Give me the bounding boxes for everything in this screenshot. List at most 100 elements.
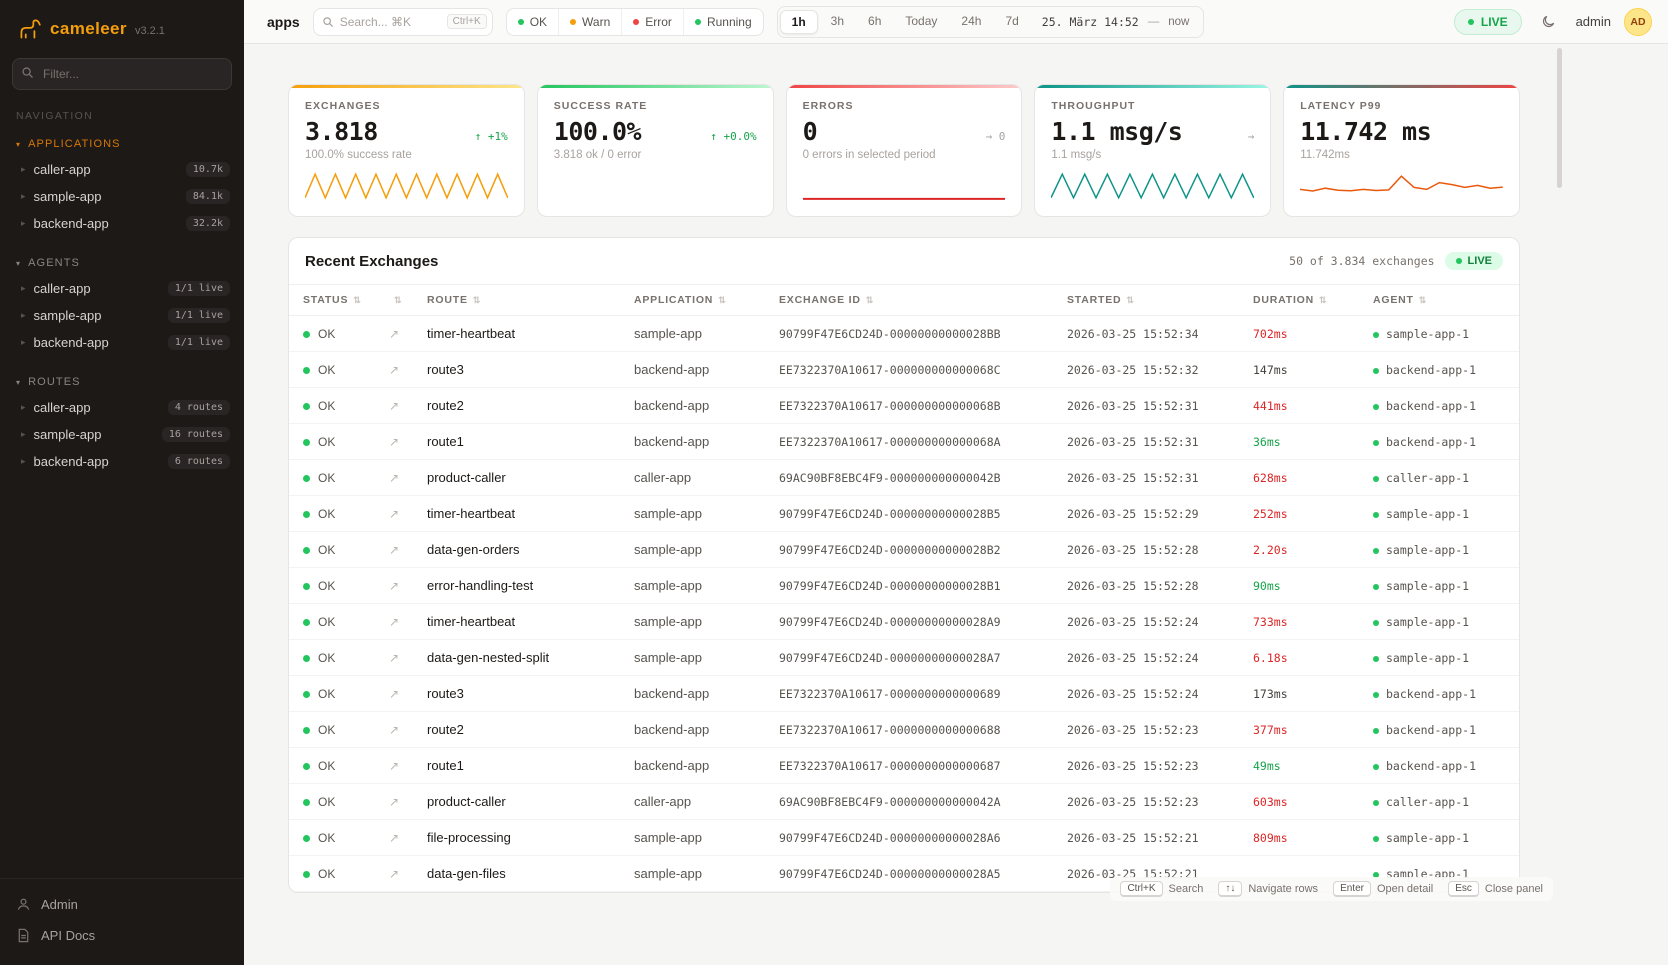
open-exchange-icon[interactable]: ↗ <box>389 795 400 809</box>
live-toggle[interactable]: LIVE <box>1453 8 1522 35</box>
card-title: ERRORS <box>802 100 854 112</box>
search-icon <box>322 16 333 27</box>
item-badge: 32.2k <box>185 216 230 231</box>
context-label[interactable]: apps <box>267 13 300 30</box>
time-range-7d[interactable]: 7d <box>1005 13 1019 28</box>
column-header-agent[interactable]: AGENT ⇅ <box>1363 284 1519 316</box>
agent-status-dot <box>1373 331 1379 338</box>
status-cell: OK <box>289 819 379 856</box>
open-exchange-icon[interactable]: ↗ <box>389 687 400 701</box>
camel-logo-icon <box>20 19 41 39</box>
card-accent-bar <box>289 85 524 88</box>
nav-section-applications: ▾ APPLICATIONS ▸ caller-app 10.7k ▸ sampl… <box>0 134 244 237</box>
exchange-row[interactable]: OK ↗ route1 backend-app EE7322370A10617-… <box>289 747 1519 784</box>
exchange-row[interactable]: OK ↗ error-handling-test sample-app 9079… <box>289 567 1519 604</box>
status-filter-running[interactable]: Running <box>684 9 763 35</box>
ok-status-dot <box>303 366 310 374</box>
status-filter-error[interactable]: Error <box>622 8 684 35</box>
exchange-row[interactable]: OK ↗ route1 backend-app EE7322370A10617-… <box>289 423 1519 460</box>
started-cell: 2026-03-25 15:52:31 <box>1057 387 1243 424</box>
ok-status-dot <box>303 654 310 662</box>
open-exchange-icon[interactable]: ↗ <box>389 651 400 665</box>
search-input[interactable] <box>339 14 441 29</box>
open-exchange-icon[interactable]: ↗ <box>389 471 400 485</box>
open-exchange-icon[interactable]: ↗ <box>389 759 400 773</box>
open-exchange-icon[interactable]: ↗ <box>389 579 400 593</box>
open-exchange-icon[interactable]: ↗ <box>389 435 400 449</box>
sidebar-item-sample-app[interactable]: ▸ sample-app 16 routes <box>0 421 244 448</box>
exchange-row[interactable]: OK ↗ route3 backend-app EE7322370A10617-… <box>289 351 1519 388</box>
sidebar-item-sample-app[interactable]: ▸ sample-app 1/1 live <box>0 302 244 329</box>
ok-status-dot <box>303 762 310 770</box>
sort-icon: ⇅ <box>718 295 727 305</box>
exchange-row[interactable]: OK ↗ route3 backend-app EE7322370A10617-… <box>289 675 1519 712</box>
sidebar-item-backend-app[interactable]: ▸ backend-app 6 routes <box>0 448 244 475</box>
duration-cell: 36ms <box>1243 423 1363 460</box>
time-range-6h[interactable]: 6h <box>868 13 882 28</box>
sidebar-item-caller-app[interactable]: ▸ caller-app 1/1 live <box>0 275 244 302</box>
key-chip: Esc <box>1448 881 1479 897</box>
filter-input[interactable] <box>12 58 232 90</box>
exchange-row[interactable]: OK ↗ product-caller caller-app 69AC90BF8… <box>289 459 1519 496</box>
column-header-status[interactable]: STATUS ⇅ <box>289 284 379 316</box>
open-exchange-icon[interactable]: ↗ <box>389 867 400 881</box>
started-cell: 2026-03-25 15:52:34 <box>1057 315 1243 352</box>
open-exchange-icon[interactable]: ↗ <box>389 831 400 845</box>
exchange-row[interactable]: OK ↗ route2 backend-app EE7322370A10617-… <box>289 387 1519 424</box>
card-value: 0 <box>802 117 818 146</box>
time-range-3h[interactable]: 3h <box>830 13 845 28</box>
nav-section-header-agents[interactable]: ▾ AGENTS <box>16 257 80 269</box>
sidebar-item-caller-app[interactable]: ▸ caller-app 4 routes <box>0 394 244 421</box>
chevron-right-icon: ▸ <box>21 191 26 201</box>
time-range-today[interactable]: Today <box>905 13 938 28</box>
table-live-badge[interactable]: LIVE <box>1444 252 1503 270</box>
nav-section-header-applications[interactable]: ▾ APPLICATIONS <box>16 138 121 150</box>
column-header-started[interactable]: STARTED ⇅ <box>1057 284 1243 316</box>
avatar[interactable]: AD <box>1624 7 1652 36</box>
sidebar-footer-admin[interactable]: Admin <box>16 889 228 920</box>
exchange-row[interactable]: OK ↗ timer-heartbeat sample-app 90799F47… <box>289 603 1519 640</box>
time-range-24h[interactable]: 24h <box>961 13 982 28</box>
exchange-row[interactable]: OK ↗ file-processing sample-app 90799F47… <box>289 819 1519 856</box>
nav-section-header-routes[interactable]: ▾ ROUTES <box>16 376 81 388</box>
ok-status-dot <box>303 798 310 806</box>
global-search[interactable]: Ctrl+K <box>312 7 493 36</box>
route-cell: timer-heartbeat <box>417 603 624 640</box>
agent-status-dot <box>1373 655 1379 662</box>
exchange-row[interactable]: OK ↗ route2 backend-app EE7322370A10617-… <box>289 711 1519 748</box>
column-header-exchange-id[interactable]: EXCHANGE ID ⇅ <box>769 284 1057 316</box>
sidebar-item-sample-app[interactable]: ▸ sample-app 84.1k <box>0 183 244 210</box>
open-exchange-icon[interactable]: ↗ <box>389 543 400 557</box>
route-cell: file-processing <box>417 819 624 856</box>
sidebar-item-caller-app[interactable]: ▸ caller-app 10.7k <box>0 156 244 183</box>
column-header-application[interactable]: APPLICATION ⇅ <box>624 284 769 316</box>
column-header-duration[interactable]: DURATION ⇅ <box>1243 284 1363 316</box>
open-exchange-icon[interactable]: ↗ <box>389 327 400 341</box>
time-range-1h[interactable]: 1h <box>779 9 818 34</box>
open-exchange-icon[interactable]: ↗ <box>389 507 400 521</box>
exchange-row[interactable]: OK ↗ data-gen-orders sample-app 90799F47… <box>289 531 1519 568</box>
status-cell: OK <box>289 783 379 820</box>
status-filter-ok[interactable]: OK <box>507 8 560 35</box>
agent-cell: sample-app-1 <box>1363 603 1519 640</box>
column-header-open-icon[interactable]: ⇅ <box>379 284 417 316</box>
status-filter-warn[interactable]: Warn <box>559 8 623 35</box>
open-exchange-icon[interactable]: ↗ <box>389 723 400 737</box>
exchange-row[interactable]: OK ↗ timer-heartbeat sample-app 90799F47… <box>289 315 1519 352</box>
sidebar-item-backend-app[interactable]: ▸ backend-app 1/1 live <box>0 329 244 356</box>
dark-mode-toggle[interactable] <box>1535 8 1563 36</box>
open-cell: ↗ <box>379 423 417 460</box>
scrollbar[interactable] <box>1557 48 1562 188</box>
open-exchange-icon[interactable]: ↗ <box>389 615 400 629</box>
exchange-row[interactable]: OK ↗ timer-heartbeat sample-app 90799F47… <box>289 495 1519 532</box>
sidebar-item-backend-app[interactable]: ▸ backend-app 32.2k <box>0 210 244 237</box>
key-chip: ↑↓ <box>1218 881 1243 897</box>
open-exchange-icon[interactable]: ↗ <box>389 399 400 413</box>
stat-card-throughput: THROUGHPUT 1.1 msg/s → 1.1 msg/s <box>1034 84 1272 217</box>
live-dot <box>1455 258 1462 264</box>
exchange-row[interactable]: OK ↗ product-caller caller-app 69AC90BF8… <box>289 783 1519 820</box>
open-exchange-icon[interactable]: ↗ <box>389 363 400 377</box>
sidebar-footer-api-docs[interactable]: API Docs <box>16 920 228 951</box>
column-header-route[interactable]: ROUTE ⇅ <box>417 284 624 316</box>
exchange-row[interactable]: OK ↗ data-gen-nested-split sample-app 90… <box>289 639 1519 676</box>
